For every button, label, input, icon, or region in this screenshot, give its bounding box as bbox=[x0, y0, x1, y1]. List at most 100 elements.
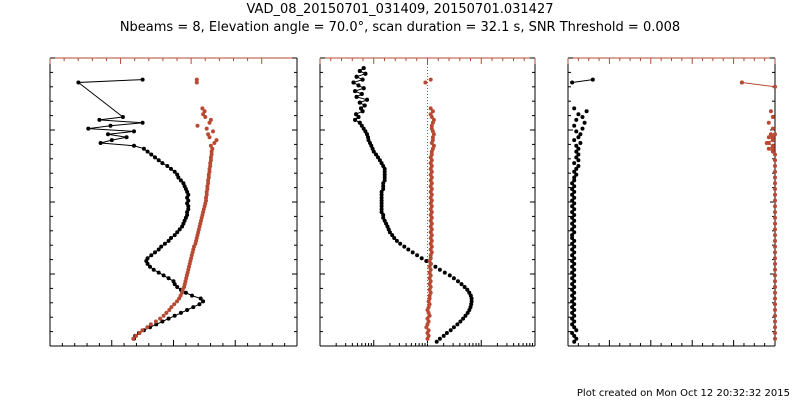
data-point bbox=[773, 261, 777, 266]
data-point bbox=[570, 215, 575, 220]
data-point bbox=[469, 299, 474, 304]
data-point bbox=[140, 328, 145, 333]
data-point bbox=[209, 152, 214, 157]
data-point bbox=[361, 66, 366, 71]
data-point bbox=[770, 138, 775, 143]
data-point bbox=[148, 264, 152, 269]
data-point bbox=[140, 77, 145, 82]
data-point bbox=[770, 143, 775, 148]
data-point bbox=[392, 236, 397, 240]
data-point bbox=[428, 256, 433, 261]
data-point bbox=[106, 132, 110, 137]
correlation-panel bbox=[567, 57, 777, 347]
data-point bbox=[463, 313, 468, 318]
data-point bbox=[739, 80, 744, 85]
data-point bbox=[451, 325, 456, 330]
data-point bbox=[427, 296, 432, 301]
data-point bbox=[365, 97, 369, 102]
data-point bbox=[153, 319, 158, 324]
data-point bbox=[451, 276, 456, 281]
data-point bbox=[165, 164, 170, 168]
data-point bbox=[572, 201, 577, 206]
data-point bbox=[572, 189, 577, 194]
data-point bbox=[204, 192, 209, 197]
data-point bbox=[576, 112, 581, 117]
data-point bbox=[773, 192, 777, 197]
data-point bbox=[773, 319, 777, 324]
data-point bbox=[570, 282, 575, 287]
data-point bbox=[437, 336, 442, 341]
data-point bbox=[773, 227, 777, 232]
data-point bbox=[572, 296, 577, 301]
data-point bbox=[576, 146, 581, 151]
data-point bbox=[590, 77, 595, 82]
data-point bbox=[574, 117, 579, 122]
data-point bbox=[356, 83, 361, 88]
data-point bbox=[169, 166, 173, 171]
data-point bbox=[175, 299, 179, 304]
data-point bbox=[570, 233, 575, 238]
vertical-velocity-panel bbox=[319, 57, 536, 347]
data-point bbox=[584, 109, 589, 114]
data-point bbox=[423, 80, 428, 85]
data-point bbox=[164, 310, 169, 315]
data-point bbox=[379, 204, 384, 209]
data-point bbox=[190, 293, 194, 298]
data-point bbox=[214, 138, 219, 143]
data-point bbox=[570, 221, 575, 226]
data-point bbox=[572, 184, 577, 189]
data-point bbox=[570, 192, 575, 197]
data-point bbox=[773, 187, 777, 191]
data-point bbox=[773, 336, 777, 341]
data-point bbox=[132, 143, 136, 148]
data-point bbox=[194, 80, 199, 85]
data-point bbox=[162, 241, 167, 246]
data-point bbox=[773, 331, 777, 335]
data-point bbox=[124, 135, 129, 140]
data-point bbox=[154, 322, 159, 327]
data-point bbox=[434, 339, 439, 344]
data-point bbox=[381, 215, 386, 220]
data-point bbox=[773, 169, 777, 174]
data-point bbox=[576, 158, 581, 163]
data-point bbox=[353, 89, 358, 94]
data-point bbox=[431, 143, 436, 148]
figure-subtitle: Nbeams = 8, Elevation angle = 70.0°, sca… bbox=[120, 20, 680, 35]
data-point bbox=[145, 256, 150, 261]
data-point bbox=[156, 270, 161, 275]
data-point bbox=[353, 117, 358, 122]
data-point bbox=[156, 247, 161, 252]
data-point bbox=[574, 143, 579, 148]
data-point bbox=[574, 336, 579, 341]
data-point bbox=[363, 71, 368, 76]
data-point bbox=[211, 129, 215, 134]
data-point bbox=[572, 161, 577, 166]
data-point bbox=[570, 259, 575, 263]
data-point bbox=[773, 290, 777, 295]
data-point bbox=[208, 158, 213, 163]
data-point bbox=[186, 207, 191, 212]
data-point bbox=[206, 132, 211, 137]
data-point bbox=[572, 325, 577, 330]
data-point bbox=[570, 287, 575, 292]
data-point bbox=[572, 285, 577, 289]
data-point bbox=[208, 143, 213, 148]
data-point bbox=[572, 313, 577, 318]
data-point bbox=[461, 316, 466, 321]
data-point bbox=[773, 221, 777, 226]
data-point bbox=[172, 302, 177, 307]
data-point bbox=[433, 264, 438, 269]
data-point bbox=[202, 109, 207, 114]
data-point bbox=[574, 155, 579, 160]
data-point bbox=[195, 123, 200, 128]
data-point bbox=[773, 302, 777, 307]
data-point bbox=[430, 109, 435, 114]
data-point bbox=[773, 158, 777, 163]
data-point bbox=[456, 279, 460, 284]
data-point bbox=[773, 132, 777, 137]
series-line bbox=[572, 79, 593, 83]
data-point bbox=[572, 261, 577, 266]
data-point bbox=[159, 244, 164, 249]
data-point bbox=[442, 270, 447, 275]
data-point bbox=[390, 233, 395, 238]
